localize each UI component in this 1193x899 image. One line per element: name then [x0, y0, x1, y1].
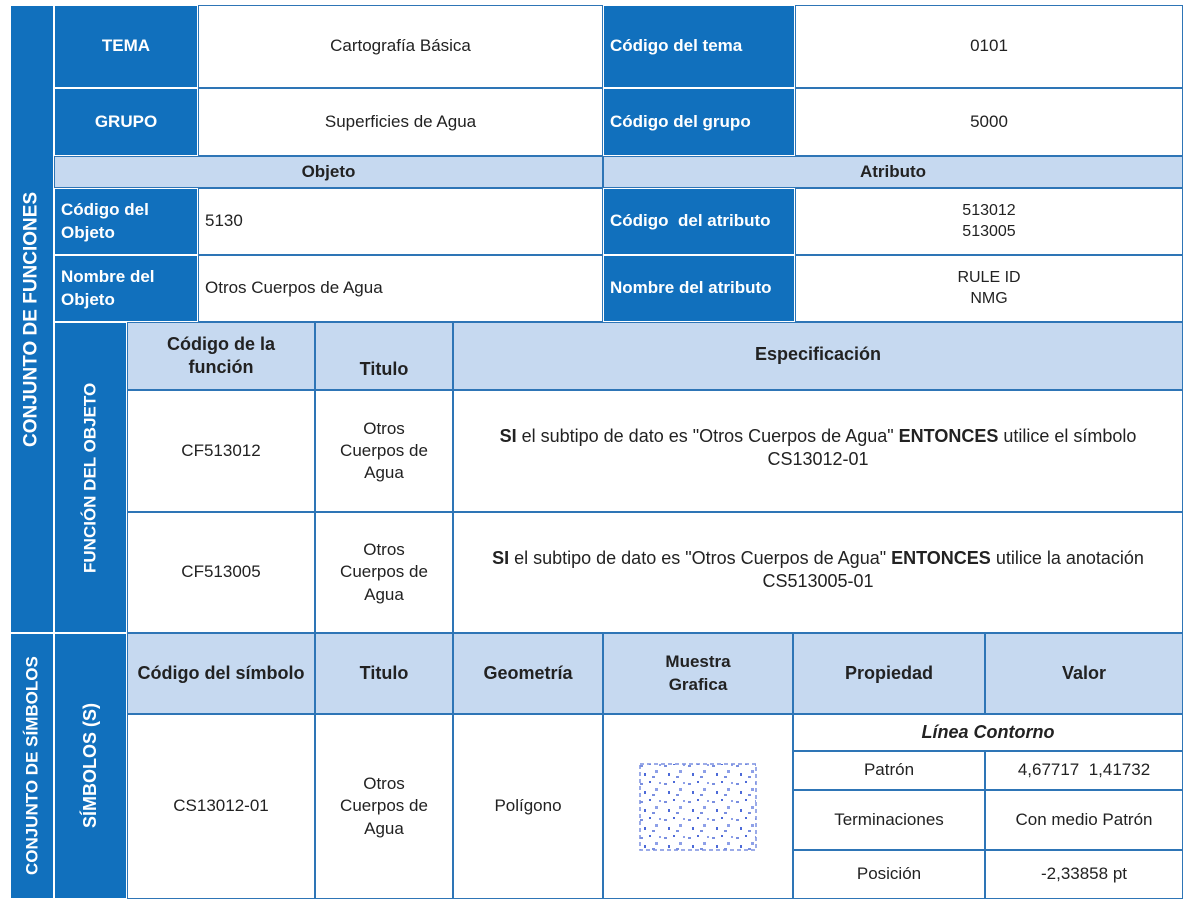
function-spec: SI el subtipo de dato es "Otros Cuerpos … [453, 390, 1183, 512]
function-code: CF513012 [127, 390, 315, 512]
value: 5130 [198, 188, 603, 255]
column-header: Propiedad [793, 633, 985, 714]
property-group: Línea Contorno [793, 714, 1183, 751]
function-title: Otros Cuerpos de Agua [315, 512, 453, 633]
section-label: CONJUNTO DE SÍMBOLOS [10, 633, 54, 899]
text: utilice el símbolo CS13012-01 [767, 426, 1142, 470]
column-header: Titulo [315, 322, 453, 390]
label: GRUPO [54, 88, 198, 156]
value: Cartografía Básica [198, 5, 603, 88]
label: TEMA [54, 5, 198, 88]
section-label: CONJUNTO DE FUNCIONES [10, 5, 54, 633]
section-header: Objeto [54, 156, 603, 188]
keyword: SI [492, 548, 510, 568]
column-header: Código de la función [127, 322, 315, 390]
value: 5000 [795, 88, 1183, 156]
property-value: -2,33858 pt [985, 850, 1183, 899]
property-name: Posición [793, 850, 985, 899]
text: el subtipo de dato es "Otros Cuerpos de … [521, 426, 894, 446]
column-header: Geometría [453, 633, 603, 714]
value: Superficies de Agua [198, 88, 603, 156]
symbol-title: Otros Cuerpos de Agua [315, 714, 453, 899]
text: el subtipo de dato es "Otros Cuerpos de … [514, 548, 887, 568]
value-line: 513012 [962, 201, 1016, 219]
property-name: Patrón [793, 751, 985, 790]
sample-graphic [639, 762, 757, 851]
keyword: ENTONCES [898, 426, 999, 446]
value-line: 513005 [962, 222, 1016, 240]
section-label: FUNCIÓN DEL OBJETO [54, 322, 127, 633]
column-header: Código del símbolo [127, 633, 315, 714]
label: Código del Objeto [54, 188, 198, 255]
value: Otros Cuerpos de Agua [198, 255, 603, 322]
property-name: Terminaciones [793, 790, 985, 850]
label: Nombre del Objeto [54, 255, 198, 322]
keyword: ENTONCES [891, 548, 991, 568]
label: Nombre del atributo [603, 255, 795, 322]
value-line: NMG [970, 289, 1008, 307]
pattern [639, 762, 757, 851]
value: 513012 513005 [795, 188, 1183, 255]
label: Código del tema [603, 5, 795, 88]
symbol-geometry: Polígono [453, 714, 603, 899]
value: RULE ID NMG [795, 255, 1183, 322]
label: Código del atributo [603, 188, 795, 255]
symbol-code: CS13012-01 [127, 714, 315, 899]
property-value: 4,67717 1,41732 [985, 751, 1183, 790]
value-line: RULE ID [957, 268, 1021, 286]
column-header: Muestra Grafica [603, 633, 793, 714]
property-value: Con medio Patrón [985, 790, 1183, 850]
section-header: Atributo [603, 156, 1183, 188]
value: 0101 [795, 5, 1183, 88]
column-header: Valor [985, 633, 1183, 714]
column-header: Especificación [453, 322, 1183, 390]
column-header: Titulo [315, 633, 453, 714]
section-label: SÍMBOLOS (S) [54, 633, 127, 899]
text: utilice la anotación CS513005-01 [762, 548, 1149, 592]
label: Código del grupo [603, 88, 795, 156]
function-code: CF513005 [127, 512, 315, 633]
keyword: SI [499, 426, 517, 446]
function-spec: SI el subtipo de dato es "Otros Cuerpos … [453, 512, 1183, 633]
function-title: Otros Cuerpos de Agua [315, 390, 453, 512]
symbol-sample [603, 714, 793, 899]
